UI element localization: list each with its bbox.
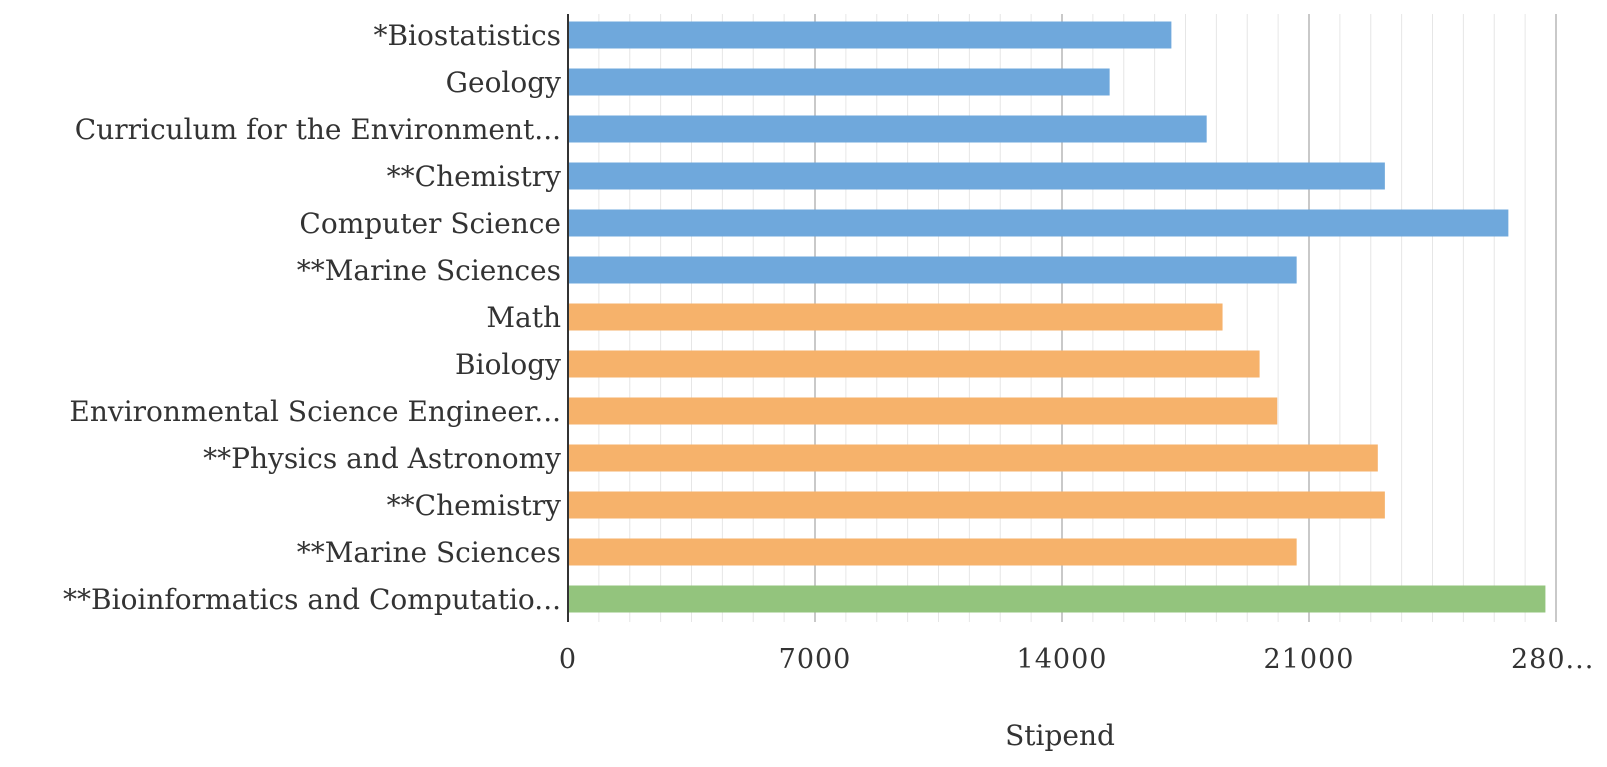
category-label: Curriculum for the Environment... bbox=[75, 113, 561, 146]
category-label: **Marine Sciences bbox=[297, 254, 561, 287]
category-label: Math bbox=[486, 301, 561, 334]
category-label: Computer Science bbox=[299, 207, 561, 240]
bar bbox=[568, 256, 1297, 284]
bar bbox=[568, 538, 1297, 566]
category-label: Geology bbox=[446, 66, 562, 99]
bar bbox=[568, 585, 1546, 613]
x-axis-title: Stipend bbox=[1005, 719, 1115, 752]
category-label: Environmental Science Engineer... bbox=[69, 395, 561, 428]
bar bbox=[568, 21, 1172, 49]
x-tick-label: 280... bbox=[1511, 644, 1594, 675]
category-label: Biology bbox=[455, 348, 561, 381]
bar bbox=[568, 397, 1278, 425]
bar bbox=[568, 444, 1378, 472]
category-label: **Bioinformatics and Computatio... bbox=[63, 583, 561, 616]
category-label: **Chemistry bbox=[387, 160, 562, 193]
bar bbox=[568, 491, 1385, 519]
x-tick-label: 21000 bbox=[1264, 644, 1355, 675]
bar bbox=[568, 350, 1260, 378]
bar-layer bbox=[568, 21, 1546, 613]
x-tick-label: 0 bbox=[559, 644, 577, 675]
category-label: **Chemistry bbox=[387, 489, 562, 522]
bar bbox=[568, 209, 1509, 237]
bar bbox=[568, 303, 1223, 331]
category-label: **Marine Sciences bbox=[297, 536, 561, 569]
bar bbox=[568, 68, 1110, 96]
x-tick-label: 7000 bbox=[779, 644, 852, 675]
x-tick-label: 14000 bbox=[1017, 644, 1108, 675]
bar bbox=[568, 162, 1385, 190]
bar bbox=[568, 115, 1207, 143]
category-label: *Biostatistics bbox=[373, 19, 561, 52]
label-layer: *Biostatistics Geology Curriculum for the … bbox=[63, 19, 1594, 675]
category-label: **Physics and Astronomy bbox=[203, 442, 561, 475]
